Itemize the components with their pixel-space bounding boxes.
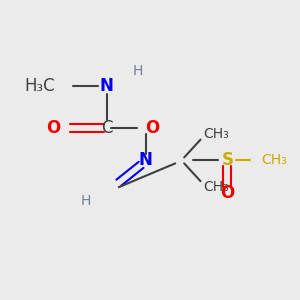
Text: N: N (100, 77, 114, 95)
Text: H₃C: H₃C (24, 77, 55, 95)
Text: CH₃: CH₃ (203, 127, 229, 141)
Text: O: O (146, 119, 160, 137)
Text: CH₃: CH₃ (262, 153, 287, 167)
Text: S: S (221, 152, 233, 169)
Text: O: O (220, 184, 234, 202)
Text: N: N (139, 152, 152, 169)
Text: C: C (101, 119, 113, 137)
Text: O: O (46, 119, 61, 137)
Text: CH₃: CH₃ (203, 180, 229, 194)
Text: H: H (132, 64, 142, 78)
Text: H: H (80, 194, 91, 208)
